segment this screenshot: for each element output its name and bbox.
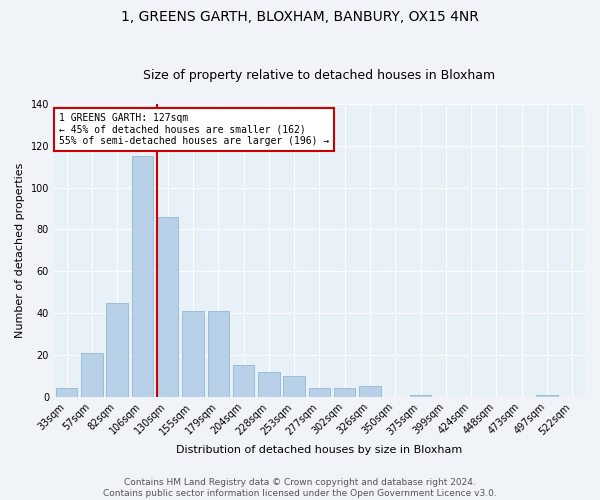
Bar xyxy=(233,366,254,397)
Bar xyxy=(157,217,178,397)
Bar xyxy=(182,311,204,397)
Bar xyxy=(106,302,128,397)
Bar xyxy=(208,311,229,397)
Bar xyxy=(56,388,77,397)
Bar xyxy=(309,388,330,397)
Bar xyxy=(258,372,280,397)
Bar xyxy=(283,376,305,397)
Bar xyxy=(334,388,355,397)
X-axis label: Distribution of detached houses by size in Bloxham: Distribution of detached houses by size … xyxy=(176,445,463,455)
Text: 1, GREENS GARTH, BLOXHAM, BANBURY, OX15 4NR: 1, GREENS GARTH, BLOXHAM, BANBURY, OX15 … xyxy=(121,10,479,24)
Title: Size of property relative to detached houses in Bloxham: Size of property relative to detached ho… xyxy=(143,69,496,82)
Bar xyxy=(131,156,153,397)
Bar xyxy=(81,353,103,397)
Bar xyxy=(359,386,381,397)
Bar xyxy=(410,394,431,397)
Text: Contains HM Land Registry data © Crown copyright and database right 2024.
Contai: Contains HM Land Registry data © Crown c… xyxy=(103,478,497,498)
Text: 1 GREENS GARTH: 127sqm
← 45% of detached houses are smaller (162)
55% of semi-de: 1 GREENS GARTH: 127sqm ← 45% of detached… xyxy=(59,113,329,146)
Bar xyxy=(536,394,558,397)
Y-axis label: Number of detached properties: Number of detached properties xyxy=(15,162,25,338)
